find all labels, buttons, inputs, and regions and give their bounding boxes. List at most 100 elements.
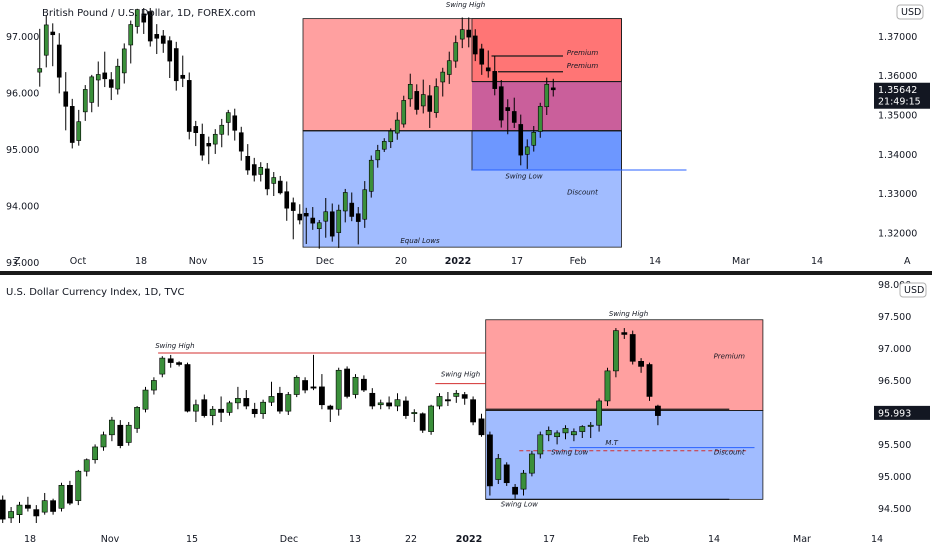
- candle-body: [479, 48, 485, 65]
- last-price-value: 95.993: [878, 408, 911, 419]
- x-axis-tick: Feb: [570, 256, 587, 267]
- candle-body: [108, 79, 114, 88]
- candle-body: [420, 94, 426, 107]
- left-axis-tick: 95.000: [6, 145, 39, 156]
- candle-body: [524, 146, 530, 155]
- candle-body: [433, 86, 439, 113]
- candle-body: [362, 189, 368, 220]
- candle-body: [180, 74, 186, 79]
- candle-body: [89, 76, 95, 103]
- candle-body: [461, 394, 468, 399]
- x-axis-tick: 2022: [445, 256, 471, 267]
- candle-body: [173, 48, 179, 82]
- candle-body: [621, 332, 628, 335]
- candle-body: [209, 408, 216, 416]
- candle-body: [459, 29, 465, 40]
- candle-body: [394, 119, 400, 134]
- x-axis-tick: Mar: [793, 534, 811, 545]
- candle-body: [43, 24, 49, 56]
- candle-body: [486, 434, 493, 487]
- candle-body: [76, 121, 82, 141]
- candle-body: [69, 106, 75, 143]
- candle-body: [472, 35, 478, 55]
- candle-body: [520, 472, 527, 490]
- auto-scale-right-label[interactable]: A: [904, 256, 911, 267]
- candle-body: [377, 402, 384, 406]
- candle-body: [388, 130, 394, 143]
- candle-body: [518, 124, 524, 156]
- candle-body: [268, 396, 275, 403]
- candle-body: [453, 42, 459, 62]
- candle-body: [134, 9, 140, 27]
- auto-scale-left-label[interactable]: Z: [14, 256, 21, 267]
- candle-body: [318, 386, 325, 406]
- candle-body: [95, 74, 101, 81]
- candle-body: [284, 191, 290, 209]
- candle-body: [232, 115, 238, 131]
- x-axis-tick: 20: [395, 256, 407, 267]
- candle-body: [258, 167, 264, 175]
- dxy-pane[interactable]: Swing High Swing High Swing High Premium M.T…: [0, 280, 930, 545]
- x-axis-tick: Mar: [732, 256, 750, 267]
- candle-body: [226, 402, 233, 413]
- right-axis-tick: 98.000: [878, 280, 911, 291]
- x-axis-tick: 17: [511, 256, 523, 267]
- bar-countdown: 21:49:15: [878, 97, 921, 108]
- right-axis-tick: 97.500: [878, 312, 911, 323]
- candle-body: [206, 143, 212, 147]
- candle-body: [66, 484, 73, 504]
- candle-body: [290, 202, 296, 211]
- candle-body: [8, 511, 15, 519]
- candle-body: [271, 177, 277, 184]
- candle-body: [167, 358, 174, 363]
- candle-body: [528, 453, 535, 474]
- candle-body: [125, 424, 132, 443]
- candle-body: [419, 413, 426, 431]
- left-axis-tick: 94.000: [6, 201, 39, 212]
- x-axis-tick: 14: [871, 534, 883, 545]
- candle-body: [100, 434, 107, 448]
- candle-body: [75, 470, 82, 501]
- candle-body: [199, 133, 205, 156]
- candle-body: [201, 399, 208, 416]
- x-axis-tick: 18: [135, 256, 147, 267]
- candle-body: [150, 380, 157, 391]
- candle-body: [277, 180, 283, 194]
- candle-body: [407, 84, 413, 100]
- candle-body: [251, 408, 258, 415]
- candle-body: [579, 426, 586, 432]
- candle-body: [505, 107, 511, 111]
- gbpusd-pane[interactable]: Swing High Premium Premium Swing Low Discoun…: [6, 1, 930, 269]
- candle-body: [414, 91, 420, 110]
- annotation-label: Swing High: [441, 371, 480, 379]
- candle-body: [184, 364, 191, 412]
- x-axis-tick: Oct: [70, 256, 87, 267]
- candle-body: [117, 424, 124, 446]
- candle-body: [453, 392, 460, 397]
- x-axis-tick: Dec: [280, 534, 298, 545]
- candle-body: [427, 95, 433, 112]
- candle-body: [16, 504, 23, 515]
- candle-body: [596, 400, 603, 426]
- candle-body: [466, 29, 472, 38]
- right-axis-tick: 97.000: [878, 344, 911, 355]
- candle-body: [646, 364, 653, 397]
- candle-body: [310, 217, 316, 224]
- left-axis-tick: 93.000: [6, 258, 39, 269]
- candle-body: [375, 150, 381, 161]
- candle-body: [498, 86, 504, 121]
- right-axis-tick: 1.33000: [878, 189, 917, 200]
- candle-body: [587, 424, 594, 427]
- chart-title: U.S. Dollar Currency Index, 1D, TVC: [6, 287, 184, 298]
- pane-separator[interactable]: [0, 271, 932, 275]
- right-axis-tick: 1.36000: [878, 71, 917, 82]
- candle-body: [134, 407, 141, 429]
- candle-body: [436, 396, 443, 407]
- last-price-value: 1.35642: [878, 85, 917, 96]
- annotation-label: Premium: [567, 49, 599, 57]
- candle-body: [401, 100, 407, 125]
- candle-body: [83, 459, 90, 472]
- candle-body: [394, 399, 401, 407]
- candle-body: [444, 399, 451, 402]
